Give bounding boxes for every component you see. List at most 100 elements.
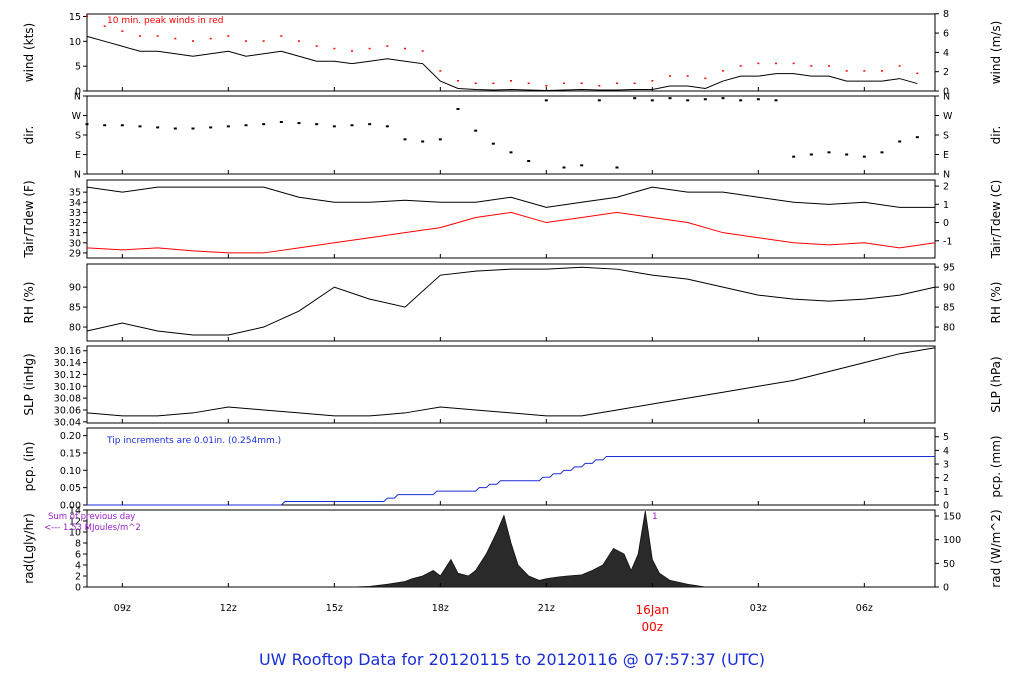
wind-peak-point xyxy=(739,65,742,67)
left-tick-label-rad: 14 xyxy=(69,506,81,517)
ylabel-right-pcp: pcp. (mm) xyxy=(989,435,1003,497)
wind-peak-point xyxy=(298,40,300,42)
dir-point xyxy=(385,125,389,128)
right-tick-label-wind: 6 xyxy=(943,29,949,40)
left-tick-label-slp: 30.16 xyxy=(54,346,81,357)
series-line-temp-tair xyxy=(86,186,935,208)
wind-peak-point xyxy=(368,47,371,50)
dir-point xyxy=(880,151,884,154)
wind-peak-point xyxy=(510,80,512,82)
right-tick-label-temp: -1 xyxy=(943,236,952,247)
left-tick-label-temp: 35 xyxy=(69,188,81,199)
dir-point xyxy=(809,153,813,156)
wind-peak-point xyxy=(863,70,866,72)
series-line-rh xyxy=(86,266,936,336)
ylabel-right-temp: Tair/Tdew (C) xyxy=(989,180,1003,260)
right-tick-label-rad: 150 xyxy=(943,512,961,523)
left-tick-label-wind: 10 xyxy=(69,37,81,48)
dir-tick-label-right: S xyxy=(943,131,949,142)
wind-peak-point xyxy=(245,40,247,42)
wind-peak-point xyxy=(227,35,230,37)
right-tick-label-temp: 2 xyxy=(943,182,949,193)
dir-point xyxy=(138,125,142,128)
left-tick-label-pcp: 0.20 xyxy=(60,431,81,442)
x-tick-label: 12z xyxy=(220,603,237,614)
wind-peak-point xyxy=(563,82,565,85)
dir-point xyxy=(85,123,89,126)
dir-point xyxy=(668,97,672,100)
right-tick-label-temp: 1 xyxy=(943,200,949,211)
x-tick-label: 21z xyxy=(538,603,555,614)
dir-point xyxy=(597,99,601,102)
wind-peak-point xyxy=(404,47,406,50)
right-tick-label-rh: 90 xyxy=(943,283,955,294)
dir-point xyxy=(209,126,213,129)
right-tick-label-rh: 85 xyxy=(943,303,955,314)
dir-point xyxy=(332,125,336,128)
left-tick-label-rh: 90 xyxy=(69,283,81,294)
dir-point xyxy=(527,160,531,162)
wind-peak-point xyxy=(492,82,495,85)
left-tick-label-temp: 33 xyxy=(69,208,81,219)
ylabel-left-rad: rad(Lgly/hr) xyxy=(22,513,36,584)
wind-peak-point xyxy=(209,37,212,40)
left-tick-label-pcp: 0.05 xyxy=(60,483,81,494)
dir-point xyxy=(686,99,690,102)
ylabel-right-dir: dir. xyxy=(989,126,1003,145)
left-tick-label-temp: 30 xyxy=(69,238,81,249)
dir-point xyxy=(191,127,195,130)
left-tick-label-wind: 5 xyxy=(75,62,81,73)
wind-peak-point xyxy=(262,40,265,42)
dir-point xyxy=(827,151,831,154)
wind-peak-point xyxy=(121,30,124,32)
wind-peak-point xyxy=(916,72,919,75)
wind-peak-point xyxy=(845,70,848,72)
dir-point xyxy=(279,121,283,123)
right-tick-label-pcp: 0 xyxy=(943,501,949,512)
left-tick-label-rh: 80 xyxy=(69,323,81,334)
right-tick-label-wind: 8 xyxy=(943,9,949,20)
chart-title: UW Rooftop Data for 20120115 to 20120116… xyxy=(258,650,766,669)
left-tick-label-rad: 12 xyxy=(69,517,81,528)
right-tick-label-pcp: 2 xyxy=(943,473,949,484)
right-tick-label-pcp: 4 xyxy=(943,446,949,457)
dir-tick-label-right: E xyxy=(943,150,949,161)
dir-point xyxy=(173,127,177,130)
ylabel-right-rad: rad (W/m^2) xyxy=(989,509,1003,587)
dir-tick-label-left: N xyxy=(74,92,81,103)
left-tick-label-rad: 6 xyxy=(75,550,81,561)
dir-point xyxy=(156,126,160,129)
x-tick-label: 15z xyxy=(326,603,343,614)
right-tick-label-temp: 0 xyxy=(943,218,949,229)
x-tick-label: 18z xyxy=(432,603,449,614)
left-tick-label-temp: 34 xyxy=(69,198,81,209)
wind-peak-point xyxy=(898,65,901,67)
dir-point xyxy=(721,97,725,100)
panel-frame-rh xyxy=(86,263,936,342)
wind-annotation: 10 min. peak winds in red xyxy=(107,16,224,26)
dir-tick-label-right: N xyxy=(943,170,950,181)
panel-frame-temp xyxy=(86,179,936,259)
wind-peak-point xyxy=(828,65,830,67)
dir-point xyxy=(862,155,866,158)
dir-tick-label-left: E xyxy=(75,150,81,161)
left-tick-label-rh: 85 xyxy=(69,303,81,314)
wind-peak-point xyxy=(686,75,689,77)
x-date-label: 16Jan xyxy=(635,603,669,617)
right-tick-label-pcp: 1 xyxy=(943,487,949,498)
wind-peak-point xyxy=(545,85,548,87)
wind-peak-point xyxy=(722,70,724,72)
left-tick-label-pcp: 0.15 xyxy=(60,448,81,459)
dir-point xyxy=(438,138,442,141)
right-tick-label-rad: 50 xyxy=(943,559,955,570)
left-tick-label-rad: 8 xyxy=(75,539,81,550)
wind-peak-point xyxy=(598,85,601,87)
wind-peak-point xyxy=(881,70,883,72)
radiation-area xyxy=(351,511,706,588)
ylabel-left-slp: SLP (inHg) xyxy=(22,353,36,415)
wind-peak-point xyxy=(315,45,318,47)
panel-frame-dir xyxy=(86,95,936,175)
left-tick-label-pcp: 0.10 xyxy=(60,466,81,477)
wind-peak-point xyxy=(474,82,477,85)
left-tick-label-rad: 4 xyxy=(75,561,81,572)
